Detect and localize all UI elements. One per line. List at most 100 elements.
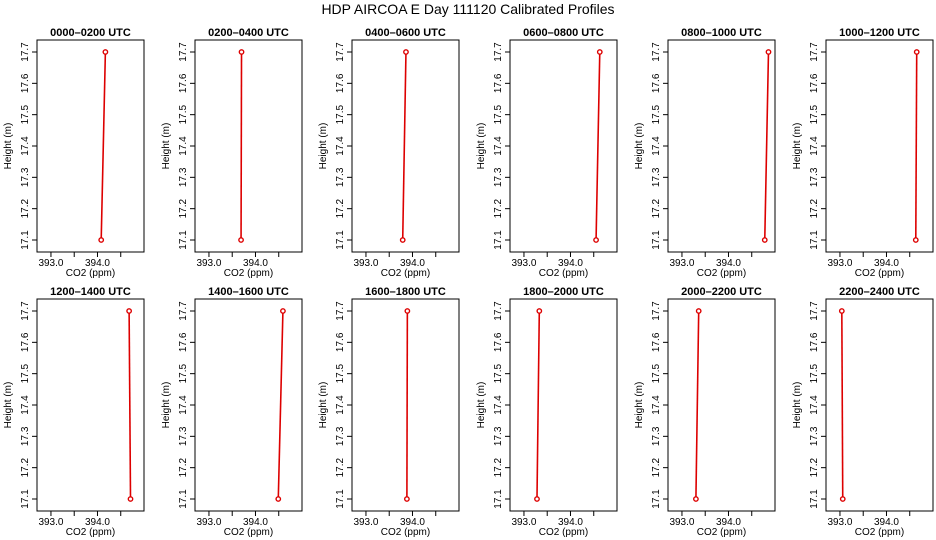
y-tick-label: 17.3 <box>651 167 662 187</box>
x-tick-label: 393.0 <box>827 517 852 528</box>
x-tick-label: 393.0 <box>669 517 694 528</box>
y-axis-label: Height (m) <box>476 123 487 170</box>
x-tick-label: 393.0 <box>196 517 221 528</box>
y-tick-label: 17.7 <box>178 301 189 321</box>
x-axis-label: CO2 (ppm) <box>66 268 115 279</box>
panel-title: 1600–1800 UTC <box>365 286 446 298</box>
y-tick-label: 17.2 <box>178 198 189 218</box>
plot-frame <box>509 298 618 512</box>
panel-title: 0000–0200 UTC <box>50 27 131 39</box>
data-point <box>913 49 920 55</box>
plot-frame <box>509 39 618 253</box>
y-tick-label: 17.6 <box>809 73 820 93</box>
x-tick-label: 394.0 <box>874 517 899 528</box>
data-point <box>536 308 543 314</box>
y-tick-label: 17.2 <box>335 457 346 477</box>
y-tick-label: 17.5 <box>335 363 346 383</box>
x-axis-label: CO2 (ppm) <box>539 268 588 279</box>
panel-title: 2000–2200 UTC <box>681 286 762 298</box>
y-tick-label: 17.2 <box>651 457 662 477</box>
data-point <box>126 308 133 314</box>
panel-7: 1400–1600 UTC 17.1 17.2 17.3 17.4 17.5 17.6 17.… <box>161 286 303 538</box>
panel-11: 2200–2400 UTC 17.1 17.2 17.3 17.4 17.5 17.6 17.… <box>792 286 934 538</box>
y-tick-label: 17.1 <box>178 230 189 250</box>
y-tick-label: 17.2 <box>178 457 189 477</box>
y-tick-label: 17.7 <box>493 301 504 321</box>
data-point <box>127 496 134 502</box>
y-tick-label: 17.4 <box>178 136 189 156</box>
x-tick-label: 394.0 <box>874 258 899 269</box>
y-tick-label: 17.4 <box>335 136 346 156</box>
figure-title: HDP AIRCOA E Day 111120 Calibrated Profi… <box>321 1 615 17</box>
x-tick-label: 393.0 <box>669 258 694 269</box>
data-point <box>403 496 410 502</box>
x-axis-label: CO2 (ppm) <box>697 268 746 279</box>
y-tick-label: 17.1 <box>809 489 820 509</box>
y-tick-label: 17.1 <box>493 489 504 509</box>
y-axis-label: Height (m) <box>318 382 329 429</box>
y-tick-label: 17.3 <box>20 167 31 187</box>
y-tick-label: 17.1 <box>335 489 346 509</box>
y-axis-label: Height (m) <box>634 123 645 170</box>
y-tick-label: 17.6 <box>335 73 346 93</box>
x-axis-label: CO2 (ppm) <box>697 527 746 538</box>
y-tick-label: 17.6 <box>178 332 189 352</box>
data-point <box>839 496 846 502</box>
x-tick-label: 394.0 <box>400 517 425 528</box>
y-tick-label: 17.6 <box>20 73 31 93</box>
plot-frame <box>667 39 776 253</box>
y-tick-label: 17.1 <box>20 230 31 250</box>
data-point <box>238 49 245 55</box>
data-point <box>280 308 286 314</box>
y-tick-label: 17.5 <box>493 104 504 124</box>
panel-title: 1200–1400 UTC <box>50 286 131 298</box>
series-line <box>841 310 844 500</box>
y-tick-label: 17.7 <box>178 42 189 62</box>
data-point <box>98 237 105 243</box>
y-tick-label: 17.4 <box>20 395 31 415</box>
y-tick-label: 17.7 <box>20 301 31 321</box>
y-tick-label: 17.3 <box>493 167 504 187</box>
x-tick-label: 394.0 <box>243 517 268 528</box>
plot-frame <box>194 39 303 253</box>
plot-frame <box>351 298 460 512</box>
x-tick-label: 394.0 <box>85 517 110 528</box>
y-axis-label: Height (m) <box>792 382 803 429</box>
series-line <box>277 310 284 500</box>
y-tick-label: 17.5 <box>651 104 662 124</box>
panel-title: 0400–0600 UTC <box>365 27 446 39</box>
series-line <box>595 51 601 241</box>
y-axis-label: Height (m) <box>476 382 487 429</box>
data-point <box>693 496 699 502</box>
y-tick-label: 17.1 <box>651 230 662 250</box>
y-tick-label: 17.3 <box>178 426 189 446</box>
series-line <box>128 310 132 500</box>
y-tick-label: 17.3 <box>493 426 504 446</box>
y-axis-label: Height (m) <box>161 123 172 170</box>
x-tick-label: 393.0 <box>38 258 63 269</box>
y-tick-label: 17.5 <box>651 363 662 383</box>
series-line <box>401 51 407 241</box>
x-axis-label: CO2 (ppm) <box>66 527 115 538</box>
y-tick-label: 17.2 <box>809 198 820 218</box>
data-point <box>275 496 282 502</box>
data-point <box>761 237 768 243</box>
x-tick-label: 394.0 <box>716 517 741 528</box>
y-tick-label: 17.2 <box>20 457 31 477</box>
x-tick-label: 394.0 <box>558 258 583 269</box>
x-tick-label: 394.0 <box>716 258 741 269</box>
x-tick-label: 393.0 <box>196 258 221 269</box>
y-axis-label: Height (m) <box>318 123 329 170</box>
x-tick-label: 393.0 <box>511 517 536 528</box>
y-axis-label: Height (m) <box>634 382 645 429</box>
data-point <box>695 308 702 314</box>
panel-4: 0800–1000 UTC 17.1 17.2 17.3 17.4 17.5 17.6 17.… <box>634 27 776 279</box>
series-line <box>914 51 918 241</box>
panel-title: 0200–0400 UTC <box>208 27 289 39</box>
data-point <box>912 237 919 243</box>
x-axis-label: CO2 (ppm) <box>224 268 273 279</box>
y-tick-label: 17.6 <box>809 332 820 352</box>
y-tick-label: 17.1 <box>493 230 504 250</box>
x-axis-label: CO2 (ppm) <box>539 527 588 538</box>
data-point <box>404 308 411 314</box>
